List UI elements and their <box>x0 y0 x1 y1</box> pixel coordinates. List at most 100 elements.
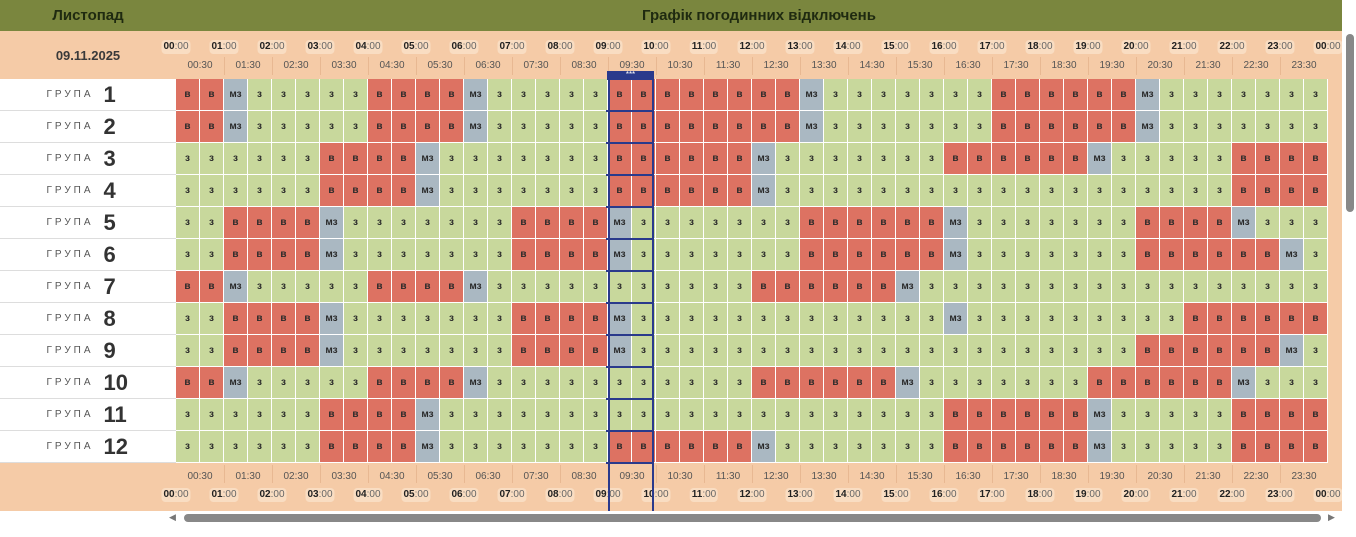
slot-off: в <box>608 175 632 207</box>
slot-on: з <box>320 111 344 143</box>
slot-on: з <box>728 303 752 335</box>
slot-on: з <box>176 431 200 463</box>
slot-on: з <box>920 175 944 207</box>
slot-on: з <box>848 303 872 335</box>
hour-tick <box>656 465 657 483</box>
slot-on: з <box>1208 431 1232 463</box>
hour-tick <box>1040 57 1041 75</box>
slot-on: з <box>1304 239 1328 271</box>
slot-on: з <box>200 175 224 207</box>
slot-on: з <box>248 143 272 175</box>
hour-label: 00:00 <box>1313 40 1343 54</box>
slot-off: в <box>632 143 656 175</box>
scroll-right-icon[interactable]: ▶ <box>1328 512 1335 522</box>
slot-on: з <box>944 335 968 367</box>
slot-on: з <box>920 367 944 399</box>
slot-on: з <box>344 79 368 111</box>
hour-label: 07:00 <box>497 40 527 54</box>
slot-off: в <box>1208 367 1232 399</box>
slot-off: в <box>1184 367 1208 399</box>
hour-label: 05:00 <box>401 40 431 54</box>
slot-on: з <box>1040 367 1064 399</box>
slot-off: в <box>704 111 728 143</box>
slot-on: з <box>440 143 464 175</box>
slot-on: з <box>1112 399 1136 431</box>
scroll-left-icon[interactable]: ◀ <box>169 512 176 522</box>
slot-off: в <box>392 367 416 399</box>
slot-on: з <box>1184 79 1208 111</box>
slot-on: з <box>872 175 896 207</box>
slot-on: з <box>1184 143 1208 175</box>
slot-on: з <box>704 399 728 431</box>
group-number: 5 <box>103 209 116 235</box>
slot-on: з <box>440 399 464 431</box>
slot-on: з <box>440 303 464 335</box>
slot-on: з <box>272 399 296 431</box>
slot-on: з <box>968 79 992 111</box>
slot-on: з <box>632 335 656 367</box>
hour-tick <box>800 57 801 75</box>
slot-on: з <box>704 207 728 239</box>
slot-off: в <box>944 143 968 175</box>
slot-off: в <box>992 143 1016 175</box>
slot-on: з <box>392 239 416 271</box>
group-number: 12 <box>103 433 129 459</box>
slot-on: з <box>488 431 512 463</box>
slot-off: в <box>800 239 824 271</box>
slot-maybe: мз <box>224 111 248 143</box>
hour-label: 23:00 <box>1265 488 1295 502</box>
slot-on: з <box>920 399 944 431</box>
hour-label: 18:00 <box>1025 488 1055 502</box>
slot-on: з <box>1112 143 1136 175</box>
hour-tick <box>1280 57 1281 75</box>
slot-off: в <box>368 399 392 431</box>
slot-off: в <box>1256 143 1280 175</box>
half-hour-label: 03:30 <box>331 471 357 482</box>
slot-on: з <box>1184 431 1208 463</box>
slot-on: з <box>1304 111 1328 143</box>
slot-on: з <box>272 367 296 399</box>
slot-on: з <box>440 431 464 463</box>
group-word: ГРУПА <box>46 345 94 356</box>
slot-maybe: мз <box>320 335 344 367</box>
slot-off: в <box>608 431 632 463</box>
slot-on: з <box>800 175 824 207</box>
slot-on: з <box>632 367 656 399</box>
vertical-scrollbar-thumb[interactable] <box>1346 34 1354 212</box>
slot-on: з <box>728 271 752 303</box>
slot-off: в <box>1064 111 1088 143</box>
slot-on: з <box>464 399 488 431</box>
slot-off: в <box>560 207 584 239</box>
slot-on: з <box>1184 175 1208 207</box>
slot-on: з <box>632 271 656 303</box>
slot-off: в <box>512 303 536 335</box>
horizontal-scrollbar-thumb[interactable] <box>184 514 1321 522</box>
slot-off: в <box>1280 175 1304 207</box>
slot-off: в <box>272 207 296 239</box>
slot-on: з <box>560 399 584 431</box>
slot-off: в <box>752 367 776 399</box>
slot-off: в <box>656 111 680 143</box>
slot-maybe: мз <box>800 111 824 143</box>
group-label: ГРУПА 5 <box>0 207 176 239</box>
slot-on: з <box>1088 207 1112 239</box>
slot-maybe: мз <box>1280 335 1304 367</box>
slot-on: з <box>776 207 800 239</box>
slot-off: в <box>848 367 872 399</box>
slot-on: з <box>608 399 632 431</box>
slot-on: з <box>1136 431 1160 463</box>
slot-on: з <box>416 239 440 271</box>
slot-on: з <box>392 303 416 335</box>
slot-off: в <box>1304 143 1328 175</box>
slot-maybe: мз <box>224 271 248 303</box>
hour-label: 14:00 <box>833 40 863 54</box>
slot-maybe: мз <box>752 431 776 463</box>
slot-on: з <box>776 335 800 367</box>
hour-label: 21:00 <box>1169 40 1199 54</box>
slot-off: в <box>248 335 272 367</box>
slot-on: з <box>1256 207 1280 239</box>
hour-label: 19:00 <box>1073 488 1103 502</box>
slot-on: з <box>776 175 800 207</box>
slot-on: з <box>992 239 1016 271</box>
group-label: ГРУПА 1 <box>0 79 176 111</box>
